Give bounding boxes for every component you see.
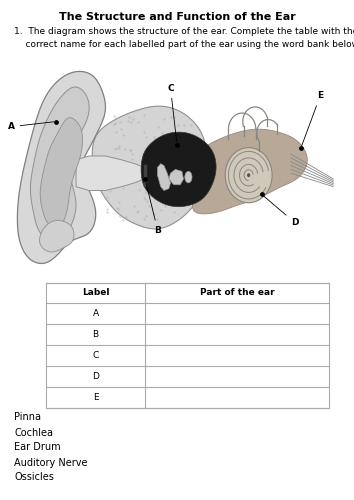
- Text: A: A: [92, 309, 99, 318]
- Text: Ossicles: Ossicles: [14, 472, 54, 482]
- Text: Label: Label: [82, 288, 109, 298]
- Text: E: E: [302, 92, 323, 146]
- Polygon shape: [92, 106, 206, 229]
- Point: [259, 190, 264, 198]
- Point: [142, 175, 148, 183]
- Text: Auditory Nerve: Auditory Nerve: [14, 458, 88, 468]
- Point: [54, 118, 59, 126]
- Text: A: A: [8, 122, 54, 131]
- Polygon shape: [40, 220, 74, 252]
- Bar: [46, 282, 329, 408]
- Polygon shape: [169, 170, 183, 184]
- Polygon shape: [40, 118, 82, 226]
- Text: Pinna: Pinna: [14, 412, 41, 422]
- Ellipse shape: [185, 172, 192, 183]
- Text: B: B: [146, 182, 161, 234]
- Polygon shape: [141, 132, 216, 206]
- Text: C: C: [92, 351, 99, 360]
- Text: E: E: [93, 392, 98, 402]
- Circle shape: [247, 174, 250, 177]
- Text: Ear Drum: Ear Drum: [14, 442, 61, 452]
- Text: B: B: [92, 330, 99, 339]
- Text: correct name for each labelled part of the ear using the word bank below:: correct name for each labelled part of t…: [14, 40, 354, 49]
- Point: [174, 140, 180, 148]
- Polygon shape: [30, 87, 89, 242]
- Text: D: D: [92, 372, 99, 381]
- Polygon shape: [17, 72, 105, 264]
- Polygon shape: [158, 164, 171, 190]
- Text: Part of the ear: Part of the ear: [200, 288, 274, 298]
- Text: Cochlea: Cochlea: [14, 428, 53, 438]
- Polygon shape: [190, 129, 307, 214]
- Text: The Structure and Function of the Ear: The Structure and Function of the Ear: [59, 12, 295, 22]
- Circle shape: [225, 148, 272, 203]
- Point: [298, 144, 304, 152]
- Text: 1.  The diagram shows the structure of the ear. Complete the table with the: 1. The diagram shows the structure of th…: [14, 28, 354, 36]
- Text: D: D: [264, 196, 298, 227]
- Text: C: C: [167, 84, 177, 141]
- Polygon shape: [76, 156, 144, 190]
